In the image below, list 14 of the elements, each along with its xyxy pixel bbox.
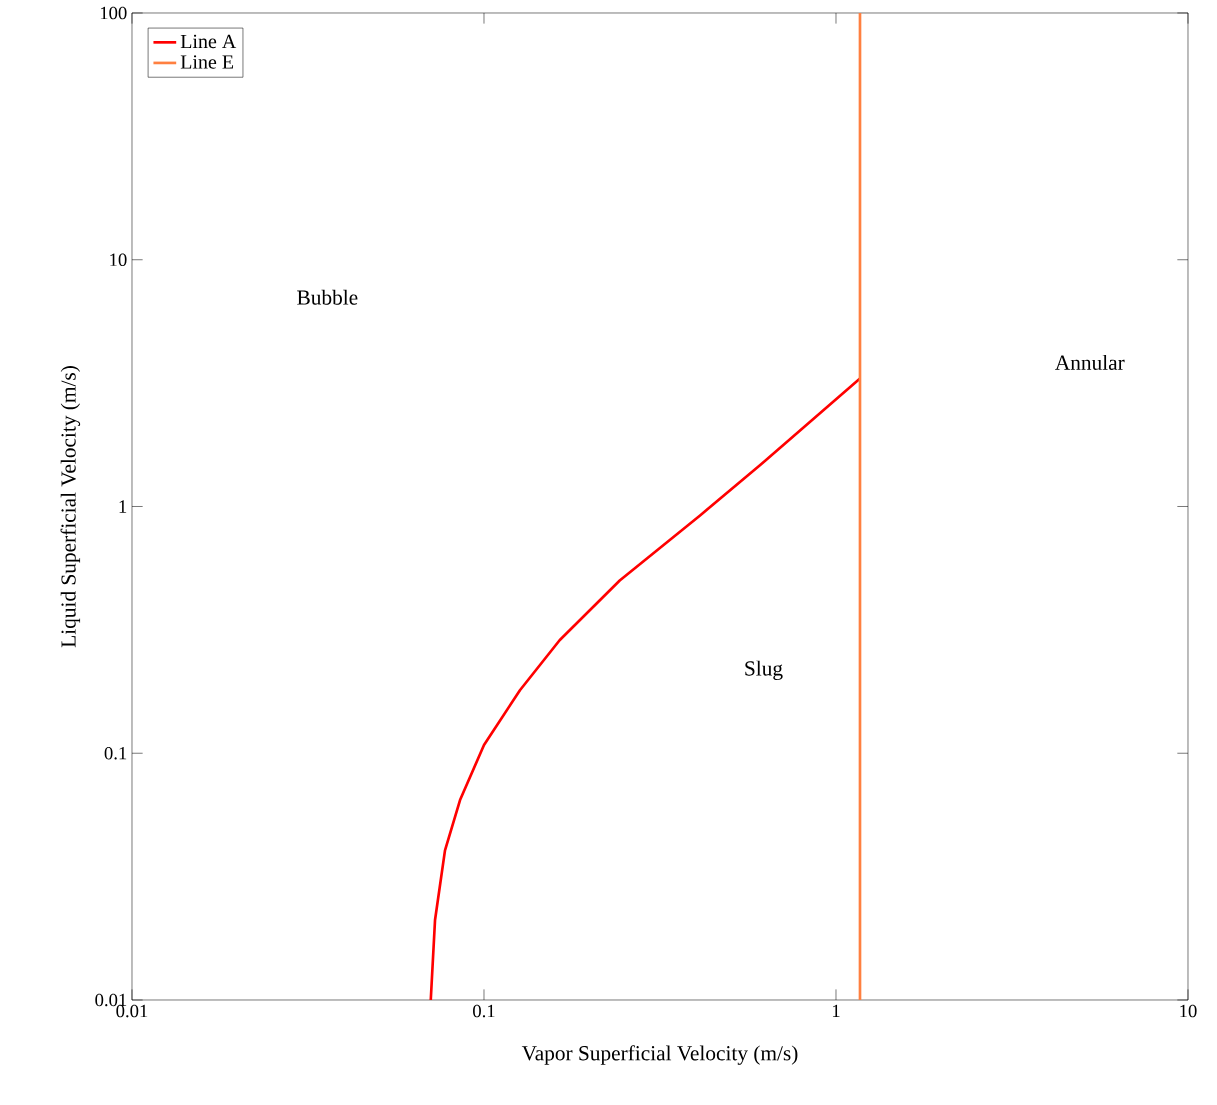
y-axis-title: Liquid Superficial Velocity (m/s) — [60, 366, 81, 648]
y-tick-label: 0.1 — [104, 746, 127, 760]
annotation: Annular — [1055, 354, 1125, 370]
x-tick-label: 0.1 — [473, 1004, 495, 1018]
x-tick-label: 1 — [832, 1004, 840, 1018]
x-tick-label: 10 — [1180, 1004, 1197, 1018]
x-axis-title: Vapor Superficial Velocity (m/s) — [521, 1045, 798, 1065]
legend-label: Line A — [180, 34, 237, 49]
legend-label: Line E — [180, 55, 234, 69]
annotation: Bubble — [297, 289, 358, 305]
y-tick-label: 100 — [100, 6, 127, 20]
y-tick-label: 1 — [119, 500, 127, 513]
annotation: Slug — [745, 660, 783, 681]
y-tick-label: 10 — [110, 253, 127, 267]
